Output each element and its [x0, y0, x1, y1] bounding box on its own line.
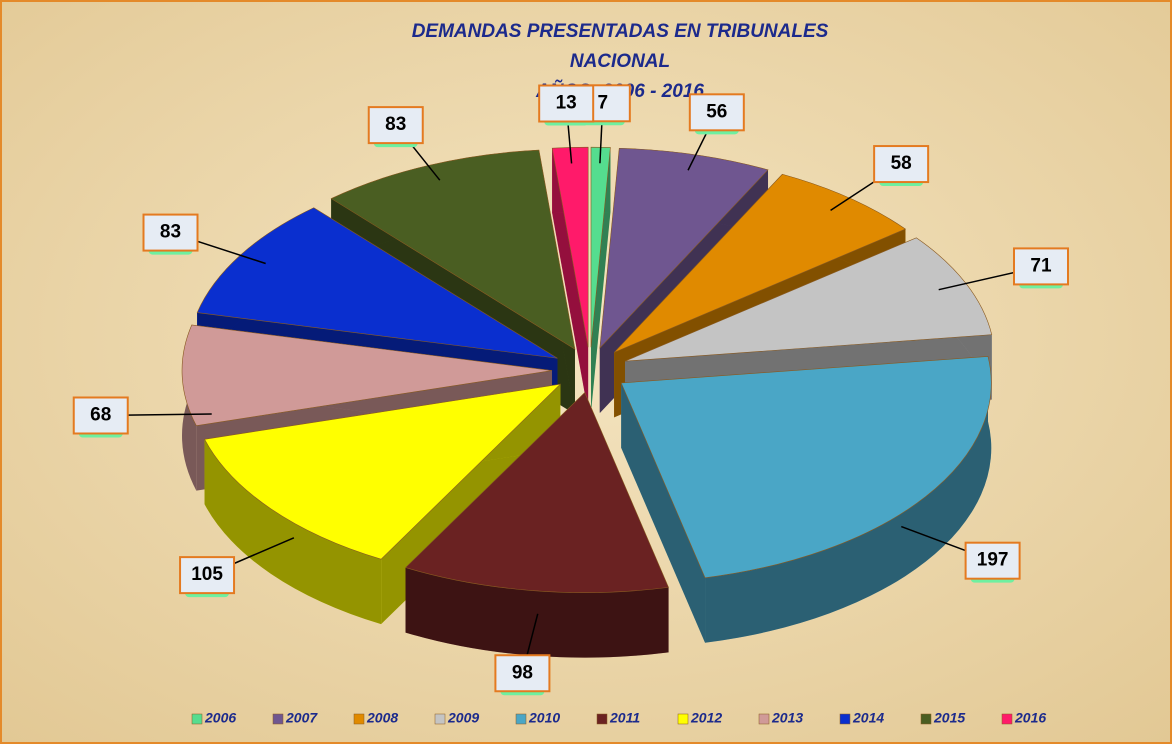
legend-swatch — [758, 713, 770, 725]
data-label: 68 — [90, 405, 111, 426]
label-box — [72, 396, 129, 435]
data-label: 13 — [556, 93, 577, 114]
legend-swatch — [191, 713, 203, 725]
legend-label: 2009 — [447, 710, 479, 726]
legend-label: 2008 — [366, 710, 398, 726]
chart-title: NACIONAL — [570, 51, 670, 72]
slice-side — [621, 382, 706, 643]
slice-side-shade — [552, 148, 589, 413]
legend-swatch — [1001, 713, 1013, 725]
data-label: 83 — [385, 114, 406, 135]
legend-label: 2015 — [933, 710, 965, 726]
slice-side-shade — [705, 356, 992, 643]
label-box — [1012, 247, 1069, 286]
label-box — [873, 145, 930, 184]
data-label: 56 — [706, 101, 727, 122]
legend-swatch — [839, 713, 851, 725]
legend-swatch — [596, 713, 608, 725]
label-box — [367, 106, 424, 145]
legend-swatch — [515, 713, 527, 725]
data-label: 98 — [512, 662, 533, 683]
slice-side — [204, 439, 382, 625]
legend-label: 2013 — [771, 710, 803, 726]
data-label: 7 — [598, 92, 609, 113]
legend-swatch — [353, 713, 365, 725]
legend-label: 2016 — [1014, 710, 1046, 726]
legend-label: 2006 — [204, 710, 236, 726]
label-box — [688, 93, 745, 132]
slice-side — [590, 147, 611, 413]
slice-side — [405, 567, 669, 658]
legend-label: 2011 — [609, 710, 640, 726]
data-label: 58 — [891, 153, 912, 174]
legend-label: 2012 — [690, 710, 722, 726]
slice-side-shade — [204, 439, 382, 625]
legend-label: 2010 — [528, 710, 560, 726]
legend-swatch — [434, 713, 446, 725]
legend-swatch — [272, 713, 284, 725]
chart-title: DEMANDAS PRESENTADAS EN TRIBUNALES — [412, 21, 829, 42]
slice-side-shade — [621, 382, 706, 643]
label-box — [142, 213, 199, 252]
legend-label: 2007 — [285, 710, 318, 726]
label-box — [964, 541, 1021, 580]
legend-swatch — [920, 713, 932, 725]
legend-swatch — [677, 713, 689, 725]
label-box — [538, 84, 595, 123]
slice-side — [705, 356, 992, 643]
slice-side-shade — [405, 567, 669, 658]
slice-side — [552, 148, 589, 413]
data-label: 105 — [191, 564, 223, 585]
slice — [204, 383, 562, 560]
label-box — [494, 654, 551, 693]
label-box — [179, 556, 236, 595]
slice — [181, 324, 553, 426]
legend-label: 2014 — [852, 710, 884, 726]
data-label: 197 — [977, 550, 1009, 571]
slice-side-shade — [590, 147, 611, 413]
slice — [405, 392, 669, 593]
data-label: 83 — [160, 222, 181, 243]
slice — [620, 356, 992, 579]
data-label: 71 — [1030, 255, 1052, 276]
